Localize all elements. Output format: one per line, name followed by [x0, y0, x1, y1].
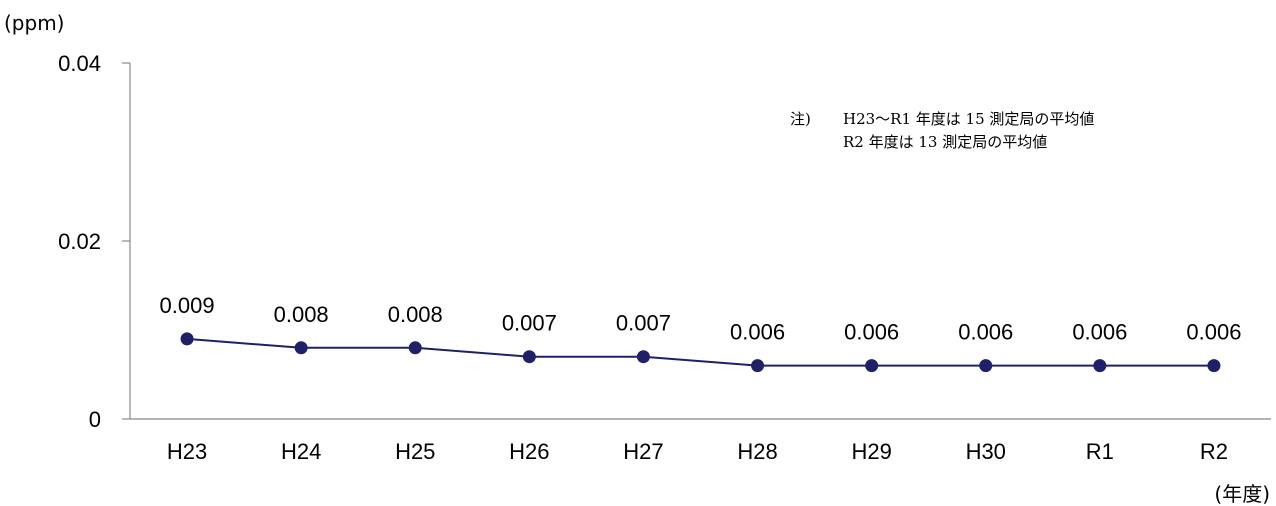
data-point — [408, 341, 422, 355]
data-point — [1093, 359, 1107, 373]
x-tick-label: H26 — [509, 439, 549, 464]
y-tick-label: 0 — [89, 407, 101, 432]
data-label: 0.006 — [1186, 320, 1241, 345]
data-point — [636, 350, 650, 364]
x-tick-label: R1 — [1086, 439, 1114, 464]
data-label: 0.008 — [388, 302, 443, 327]
data-label: 0.009 — [160, 293, 215, 318]
data-point — [979, 359, 993, 373]
x-tick-label: H28 — [737, 439, 777, 464]
data-point — [180, 332, 194, 346]
data-label: 0.006 — [1072, 320, 1127, 345]
data-point — [751, 359, 765, 373]
series-line — [186, 337, 1214, 367]
data-point — [865, 359, 879, 373]
data-label: 0.007 — [502, 311, 557, 336]
data-point — [1207, 359, 1221, 373]
data-label: 0.008 — [274, 302, 329, 327]
data-label: 0.006 — [958, 320, 1013, 345]
x-tick-label: H23 — [167, 439, 207, 464]
note-prefix: 注) — [790, 110, 811, 128]
x-tick-label: H27 — [623, 439, 663, 464]
y-axis-ticks: 0 0.02 0.04 — [58, 51, 130, 432]
data-label: 0.006 — [844, 320, 899, 345]
y-tick-label: 0.02 — [58, 229, 101, 254]
series-group: 0.009 0.008 0.008 0.007 0.007 0.006 0.006 0.006… — [160, 293, 1241, 373]
y-tick-label: 0.04 — [58, 51, 101, 76]
note-line-1: H23～R1 年度は 15 測定局の平均値 — [843, 110, 1094, 128]
data-point — [294, 341, 308, 355]
x-tick-label: H30 — [966, 439, 1006, 464]
x-axis-unit-label: (年度) — [1214, 482, 1270, 506]
x-tick-label: H24 — [281, 439, 321, 464]
x-axis-ticks: H23 H24 H25 H26 H27 H28 H29 H30 R1 R2 — [167, 439, 1228, 464]
data-label: 0.006 — [730, 320, 785, 345]
data-label: 0.007 — [616, 311, 671, 336]
note-line-2: R2 年度は 13 測定局の平均値 — [843, 133, 1047, 151]
y-axis-unit-label: (ppm) — [4, 11, 64, 35]
x-tick-label: H29 — [851, 439, 891, 464]
x-tick-label: H25 — [395, 439, 435, 464]
data-point — [522, 350, 536, 364]
x-tick-label: R2 — [1200, 439, 1228, 464]
